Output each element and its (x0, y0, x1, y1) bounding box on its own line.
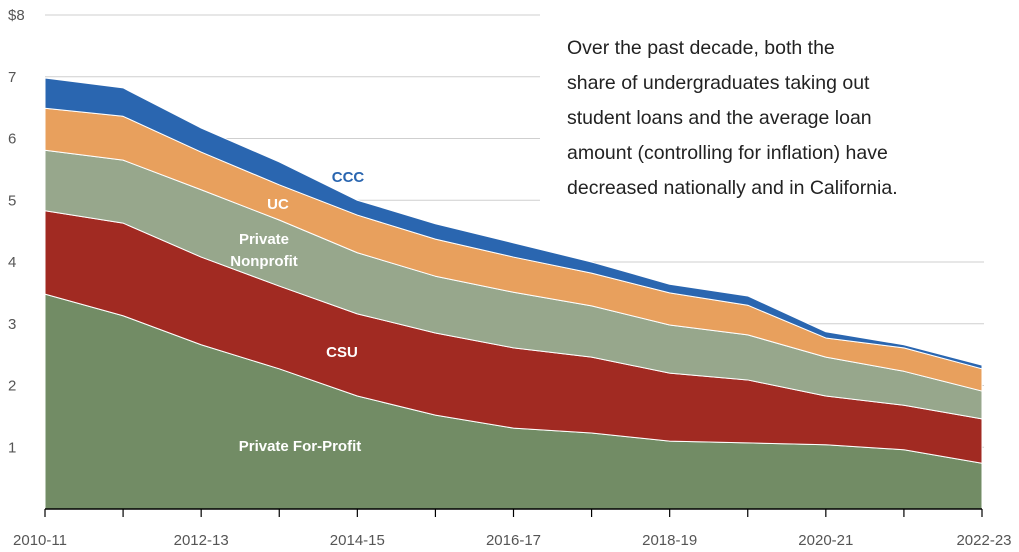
series-label-line: Private (239, 231, 289, 248)
x-tick-label: 2012-13 (174, 532, 229, 549)
y-tick-label: 7 (8, 69, 16, 86)
annotation-line: share of undergraduates taking out (567, 72, 870, 94)
y-tick-label: 6 (8, 131, 16, 148)
x-tick-label: 2010-11 (13, 532, 67, 549)
series-label: UC (267, 196, 289, 213)
x-tick-label: 2020-21 (798, 532, 853, 549)
series-label: CCC (332, 169, 365, 186)
area (44, 77, 983, 370)
y-tick-label: $8 (8, 7, 25, 24)
y-tick-label: 5 (8, 192, 16, 209)
series-label: Private For-Profit (239, 438, 362, 455)
annotation-line: decreased nationally and in California. (567, 177, 898, 199)
y-tick-label: 1 (8, 439, 16, 456)
y-tick-label: 3 (8, 316, 16, 333)
annotation-bg (540, 0, 1010, 210)
series-label: Private Nonprofit (230, 231, 297, 270)
y-tick-label: 4 (8, 254, 16, 271)
annotation-line: student loans and the average loan (567, 107, 872, 129)
x-tick-label: 2014-15 (330, 532, 385, 549)
x-tick-label: 2022-23 (956, 532, 1011, 549)
annotation-line: Over the past decade, both the (567, 37, 835, 59)
x-tick-label: 2016-17 (486, 532, 541, 549)
series-label-line: Nonprofit (230, 253, 297, 270)
annotation-line: amount (controlling for inflation) have (567, 142, 888, 164)
series-label: CSU (326, 344, 358, 361)
x-tick-label: 2018-19 (642, 532, 697, 549)
y-tick-label: 2 (8, 378, 16, 395)
